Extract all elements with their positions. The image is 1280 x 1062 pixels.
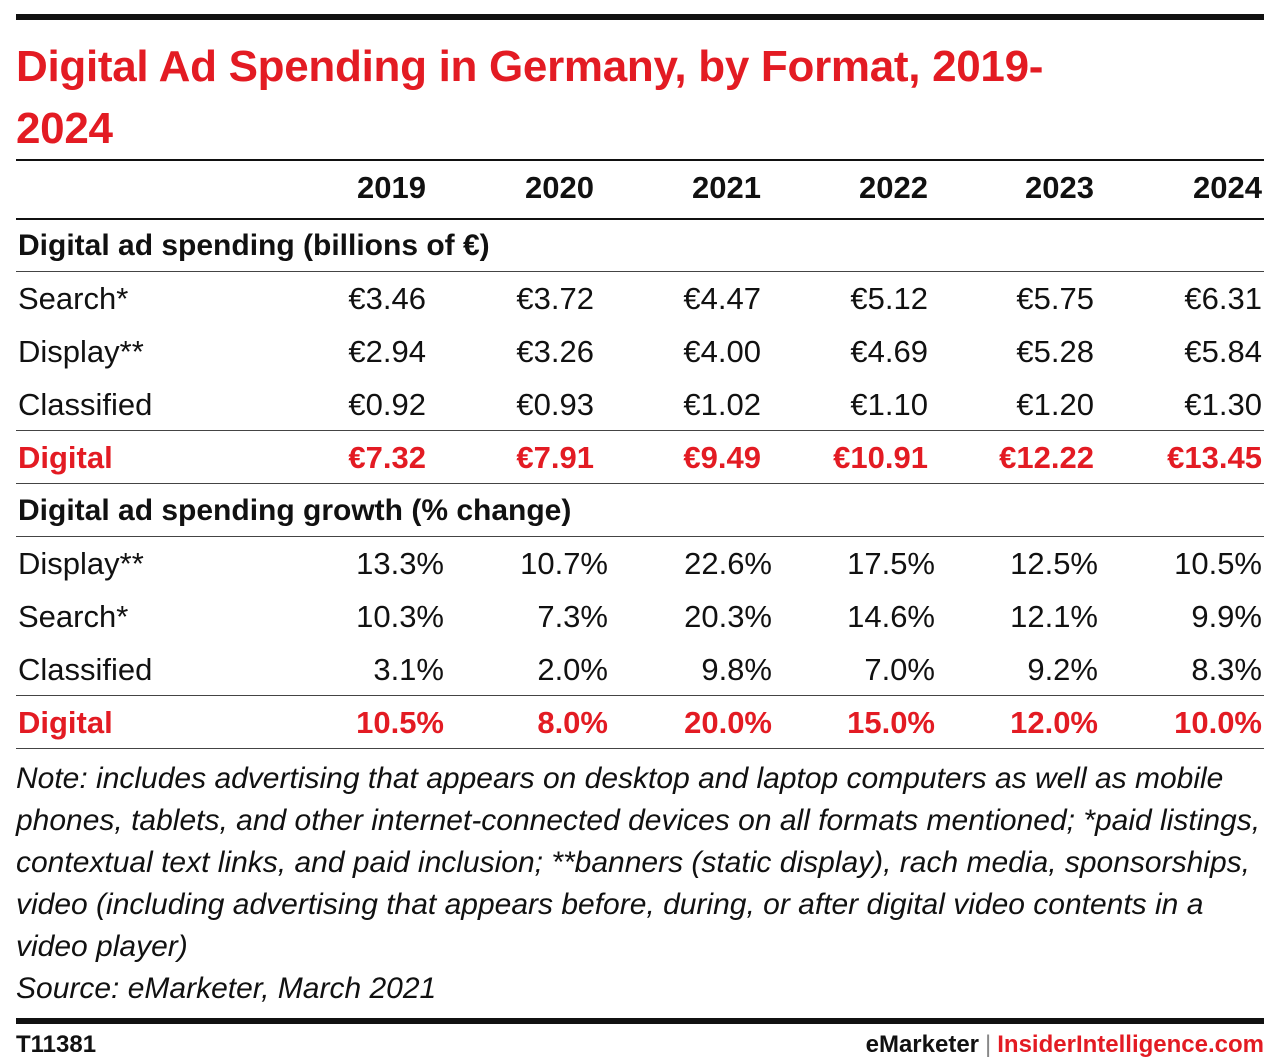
footer-brand: eMarketer | InsiderIntelligence.com bbox=[866, 1030, 1264, 1060]
data-cell: €10.91 bbox=[833, 440, 928, 475]
table-row: Search* 10.3% 7.3% 20.3% 14.6% 12.1% 9.9% bbox=[16, 590, 1264, 643]
data-cell: €9.49 bbox=[683, 440, 761, 475]
chart-title: Digital Ad Spending in Germany, by Forma… bbox=[16, 42, 1044, 153]
data-cell: €12.22 bbox=[999, 440, 1094, 475]
data-cell: €5.28 bbox=[1016, 334, 1094, 369]
data-cell: €3.26 bbox=[516, 334, 594, 369]
row-divider bbox=[16, 536, 1264, 537]
data-cell: 22.6% bbox=[684, 546, 772, 581]
total-row: Digital 10.5% 8.0% 20.0% 15.0% 12.0% 10.0% bbox=[16, 696, 1264, 749]
data-cell: €7.32 bbox=[348, 440, 426, 475]
data-cell: 10.5% bbox=[1174, 546, 1262, 581]
column-header: 2022 bbox=[859, 170, 928, 205]
data-cell: €2.94 bbox=[348, 334, 426, 369]
data-cell: 9.8% bbox=[701, 652, 772, 687]
data-cell: €1.02 bbox=[683, 387, 761, 422]
column-header: 2021 bbox=[692, 170, 761, 205]
data-cell: 10.5% bbox=[356, 705, 444, 740]
data-cell: €0.92 bbox=[348, 387, 426, 422]
row-label: Digital bbox=[18, 705, 113, 740]
section-heading: Digital ad spending growth (% change) bbox=[18, 494, 572, 527]
data-cell: €1.20 bbox=[1016, 387, 1094, 422]
column-header: 2023 bbox=[1025, 170, 1094, 205]
bottom-rule bbox=[16, 1018, 1264, 1024]
row-divider bbox=[16, 430, 1264, 431]
data-cell: 10.3% bbox=[356, 599, 444, 634]
row-divider bbox=[16, 695, 1264, 696]
data-cell: €4.00 bbox=[683, 334, 761, 369]
footnote: Note: includes advertising that appears … bbox=[16, 762, 1261, 963]
data-cell: 10.7% bbox=[520, 546, 608, 581]
data-cell: 7.0% bbox=[864, 652, 935, 687]
chart-id: T11381 bbox=[16, 1031, 97, 1058]
row-divider bbox=[16, 748, 1264, 749]
data-cell: 12.1% bbox=[1010, 599, 1098, 634]
data-cell: €5.75 bbox=[1016, 281, 1094, 316]
row-label: Classified bbox=[18, 387, 153, 422]
table-row: Classified €0.92 €0.93 €1.02 €1.10 €1.20 €1.30 bbox=[16, 378, 1264, 431]
data-cell: €13.45 bbox=[1167, 440, 1262, 475]
data-cell: 12.0% bbox=[1010, 705, 1098, 740]
data-cell: €4.69 bbox=[850, 334, 928, 369]
source-line: Source: eMarketer, March 2021 bbox=[16, 972, 437, 1005]
row-label: Classified bbox=[18, 652, 153, 687]
column-header: 2020 bbox=[525, 170, 594, 205]
data-cell: 7.3% bbox=[537, 599, 608, 634]
data-cell: 9.2% bbox=[1027, 652, 1098, 687]
chart-frame: Digital Ad Spending in Germany, by Forma… bbox=[16, 0, 1264, 1062]
data-cell: €0.93 bbox=[516, 387, 594, 422]
section-heading: Digital ad spending (billions of €) bbox=[18, 229, 490, 262]
table-row: Search* €3.46 €3.72 €4.47 €5.12 €5.75 €6.31 bbox=[16, 272, 1264, 325]
section-heading-row: Digital ad spending growth (% change) bbox=[16, 484, 1264, 537]
brand-separator: | bbox=[985, 1031, 992, 1058]
data-cell: 2.0% bbox=[537, 652, 608, 687]
data-cell: 8.0% bbox=[537, 705, 608, 740]
data-cell: €7.91 bbox=[516, 440, 594, 475]
data-cell: 13.3% bbox=[356, 546, 444, 581]
row-divider bbox=[16, 271, 1264, 272]
total-row: Digital €7.32 €7.91 €9.49 €10.91 €12.22 €13.45 bbox=[16, 431, 1264, 484]
table-row: Display** €2.94 €3.26 €4.00 €4.69 €5.28 €5.84 bbox=[16, 325, 1264, 378]
data-cell: 20.0% bbox=[684, 705, 772, 740]
data-cell: 15.0% bbox=[847, 705, 935, 740]
row-label: Digital bbox=[18, 440, 113, 475]
data-cell: €4.47 bbox=[683, 281, 761, 316]
data-cell: 12.5% bbox=[1010, 546, 1098, 581]
top-rule bbox=[16, 14, 1264, 20]
data-cell: 3.1% bbox=[373, 652, 444, 687]
brand-name: eMarketer bbox=[865, 1031, 980, 1058]
table-row: Classified 3.1% 2.0% 9.8% 7.0% 9.2% 8.3% bbox=[16, 643, 1264, 696]
data-cell: €5.12 bbox=[850, 281, 928, 316]
column-header: 2024 bbox=[1193, 170, 1262, 205]
data-cell: 20.3% bbox=[684, 599, 772, 634]
data-cell: €6.31 bbox=[1184, 281, 1262, 316]
data-cell: 14.6% bbox=[847, 599, 935, 634]
title-rule bbox=[16, 159, 1264, 161]
data-cell: €3.72 bbox=[516, 281, 594, 316]
row-label: Display** bbox=[18, 334, 144, 369]
data-cell: €5.84 bbox=[1184, 334, 1262, 369]
row-divider bbox=[16, 218, 1264, 220]
data-cell: €1.10 bbox=[850, 387, 928, 422]
column-header: 2019 bbox=[357, 170, 426, 205]
row-label: Search* bbox=[18, 281, 129, 316]
column-header-row: 2019 2020 2021 2022 2023 2024 bbox=[16, 161, 1264, 214]
section-heading-row: Digital ad spending (billions of €) bbox=[16, 219, 1264, 272]
data-cell: €1.30 bbox=[1184, 387, 1262, 422]
table-row: Display** 13.3% 10.7% 22.6% 17.5% 12.5% 10.5% bbox=[16, 537, 1264, 590]
data-cell: 8.3% bbox=[1191, 652, 1262, 687]
row-label: Search* bbox=[18, 599, 129, 634]
data-cell: 9.9% bbox=[1191, 599, 1262, 634]
row-label: Display** bbox=[18, 546, 144, 581]
brand-site: InsiderIntelligence.com bbox=[997, 1031, 1264, 1058]
data-cell: 10.0% bbox=[1174, 705, 1262, 740]
row-divider bbox=[16, 483, 1264, 484]
data-cell: 17.5% bbox=[847, 546, 935, 581]
data-cell: €3.46 bbox=[348, 281, 426, 316]
